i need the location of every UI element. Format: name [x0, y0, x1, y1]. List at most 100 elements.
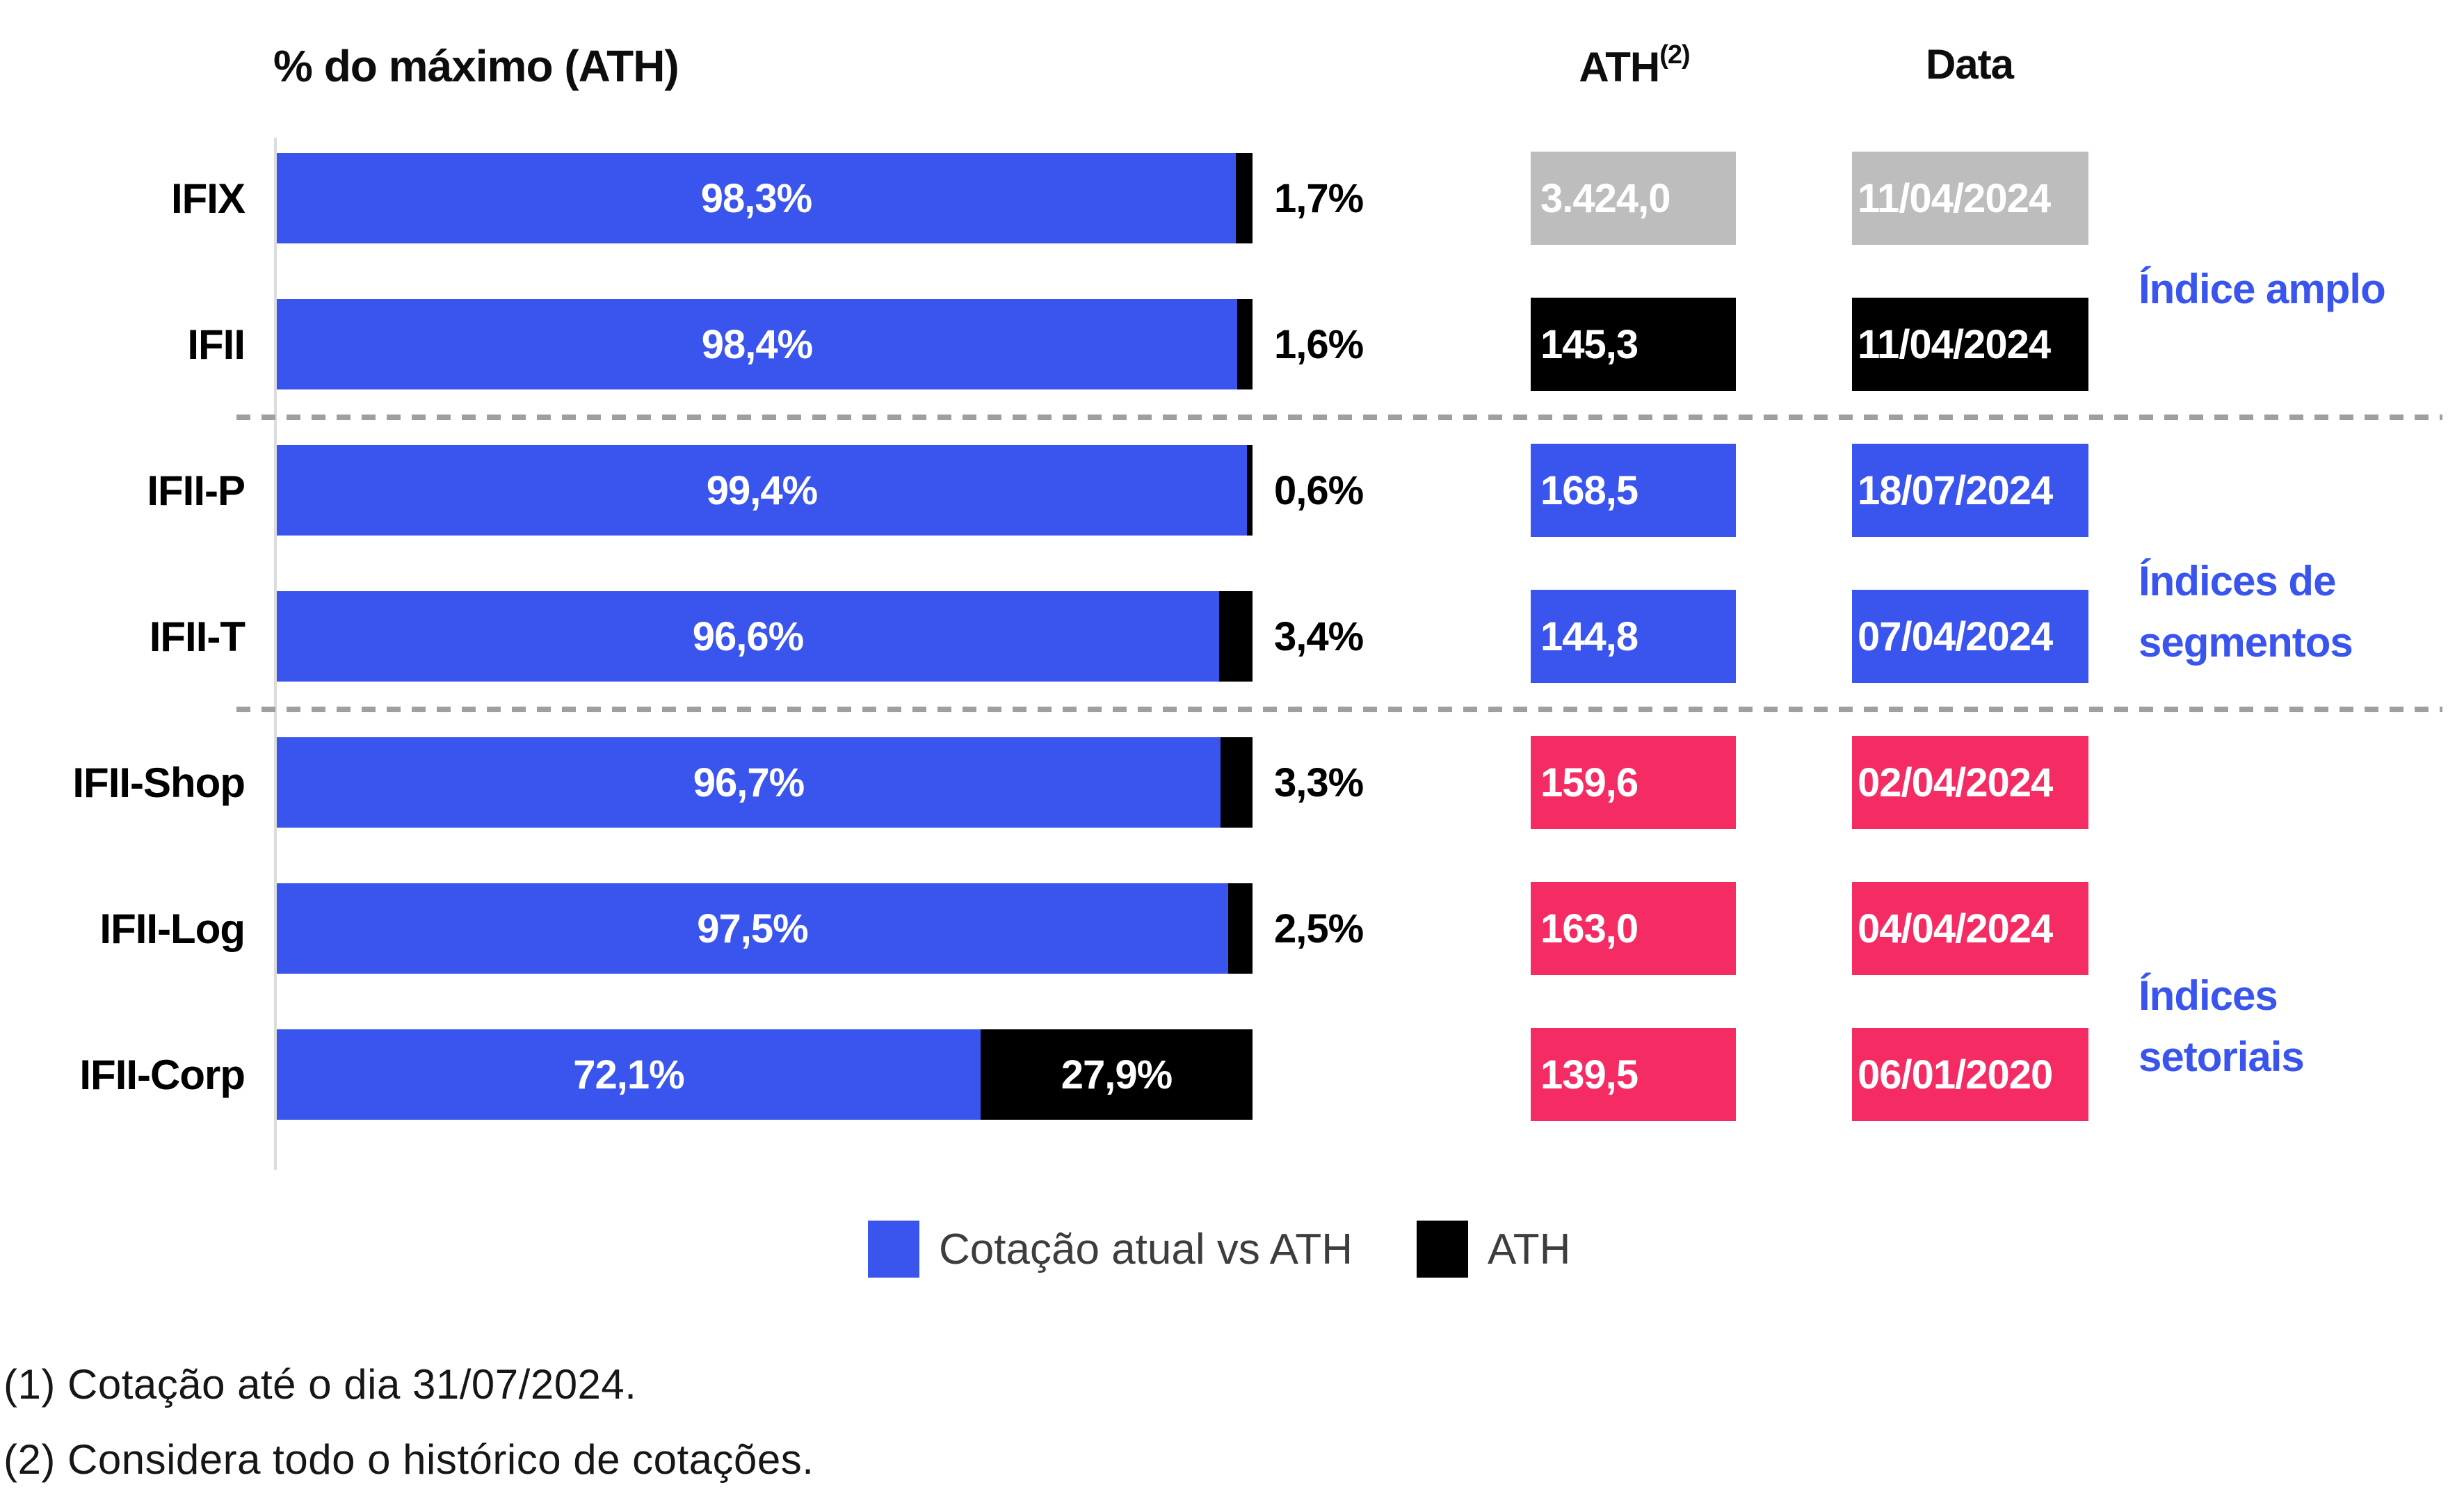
ath-box: 163,0 — [1531, 882, 1736, 975]
bar-current-label: 72,1% — [573, 1052, 684, 1097]
date-box: 02/04/2024 — [1852, 736, 2088, 829]
legend-item-ath: ATH — [1417, 1221, 1570, 1278]
column-header-ath: ATH(2) — [1530, 40, 1739, 91]
bar-current-label: 98,4% — [701, 321, 813, 367]
ath-box-value: 3.424,0 — [1540, 175, 1671, 221]
ath-box-value: 144,8 — [1540, 613, 1638, 659]
ath-box: 145,3 — [1531, 298, 1736, 391]
legend-item-current: Cotação atual vs ATH — [868, 1221, 1353, 1278]
legend-swatch-current — [868, 1221, 919, 1278]
footnote-1: (1) Cotação até o dia 31/07/2024. — [3, 1361, 637, 1408]
ath-box-value: 145,3 — [1540, 321, 1638, 367]
legend: Cotação atual vs ATH ATH — [868, 1221, 1570, 1278]
ath-box: 3.424,0 — [1531, 152, 1736, 245]
bar: 96,7% — [277, 737, 1253, 828]
chart-row: IFIX 98,3% 1,7% 3.424,0 11/04/2024 — [0, 152, 2448, 245]
chart-title: % do máximo (ATH) — [273, 40, 679, 92]
bar-ath-segment: 27,9% — [981, 1029, 1253, 1120]
group-label-line: Índices de — [2139, 558, 2336, 604]
ath-box-value: 168,5 — [1540, 467, 1638, 513]
ath-box: 168,5 — [1531, 444, 1736, 537]
bar-current-segment: 72,1% — [277, 1029, 981, 1120]
date-box-value: 11/04/2024 — [1858, 175, 2051, 221]
footnote-ref-2: (2) — [1659, 40, 1690, 70]
legend-label-current: Cotação atual vs ATH — [939, 1225, 1353, 1273]
date-box: 18/07/2024 — [1852, 444, 2088, 537]
row-label: IFII-P — [147, 467, 245, 514]
bar-rest-label: 2,5% — [1274, 906, 1364, 951]
bar-ath-segment — [1221, 737, 1253, 828]
bar-current-segment: 96,6% — [277, 591, 1219, 682]
bar-current-label: 99,4% — [706, 467, 818, 513]
group-label-indice-amplo: Índice amplo — [2139, 259, 2445, 320]
date-box-value: 02/04/2024 — [1858, 759, 2053, 805]
row-label: IFII-Corp — [79, 1051, 245, 1098]
chart-row: IFII-Shop 96,7% 3,3% 159,6 02/04/2024 — [0, 736, 2448, 829]
date-box: 11/04/2024 — [1852, 152, 2088, 245]
bar-current-label: 96,6% — [692, 613, 804, 659]
ath-box-value: 159,6 — [1540, 759, 1638, 805]
group-label-line: Índices — [2139, 972, 2278, 1019]
date-box-value: 07/04/2024 — [1858, 613, 2053, 659]
chart-title-text: % do máximo (ATH) — [273, 41, 679, 91]
bar-current-segment: 98,4% — [277, 299, 1237, 389]
bar-ath-segment — [1219, 591, 1253, 682]
bar-current-label: 97,5% — [697, 906, 808, 951]
row-label: IFII-Shop — [72, 759, 245, 806]
footnotes: (1) Cotação até o dia 31/07/2024. (2) Co… — [3, 1362, 814, 1512]
bar-rest-label: 0,6% — [1274, 467, 1364, 513]
date-box: 07/04/2024 — [1852, 590, 2088, 683]
chart-row: IFII-T 96,6% 3,4% 144,8 07/04/2024 — [0, 590, 2448, 683]
bar-current-label: 98,3% — [700, 175, 812, 221]
bar-ath-segment — [1247, 445, 1253, 536]
row-label: IFII-T — [149, 613, 245, 660]
bar-rest-label: 3,4% — [1274, 613, 1364, 659]
bar-rest-label: 3,3% — [1274, 759, 1364, 805]
y-axis-line — [274, 138, 277, 1170]
bar: 98,3% — [277, 153, 1253, 243]
column-header-data: Data — [1925, 41, 2014, 88]
ath-box: 159,6 — [1531, 736, 1736, 829]
date-box: 04/04/2024 — [1852, 882, 2088, 975]
chart-row: IFII 98,4% 1,6% 145,3 11/04/2024 — [0, 298, 2448, 391]
chart-row: IFII-Corp 72,1% 27,9% 139,5 06/01/2020 — [0, 1028, 2448, 1121]
column-header-ath-text: ATH — [1579, 44, 1660, 90]
bar-current-segment: 98,3% — [277, 153, 1236, 243]
date-box: 11/04/2024 — [1852, 298, 2088, 391]
date-box-value: 18/07/2024 — [1858, 467, 2053, 513]
legend-label-ath: ATH — [1488, 1225, 1571, 1273]
bar-ath-segment — [1228, 883, 1253, 974]
date-box: 06/01/2020 — [1852, 1028, 2088, 1121]
bar-rest-label: 1,6% — [1274, 321, 1364, 367]
bar-rest-label: 1,7% — [1274, 175, 1364, 221]
group-separator-line — [236, 707, 2442, 712]
date-box-value: 04/04/2024 — [1858, 906, 2053, 951]
group-separator-line — [236, 415, 2442, 420]
date-box-value: 06/01/2020 — [1858, 1052, 2053, 1097]
bar-ath-segment — [1236, 153, 1253, 243]
bar-rest-inside-label: 27,9% — [1061, 1052, 1173, 1097]
bar: 99,4% — [277, 445, 1253, 536]
group-label-line: segmentos — [2139, 619, 2353, 666]
legend-swatch-ath — [1417, 1221, 1469, 1278]
bar-current-segment: 97,5% — [277, 883, 1228, 974]
bar: 98,4% — [277, 299, 1253, 389]
chart-row: IFII-Log 97,5% 2,5% 163,0 04/04/2024 — [0, 882, 2448, 975]
ath-box-value: 163,0 — [1540, 906, 1638, 951]
date-box-value: 11/04/2024 — [1858, 321, 2051, 367]
row-label: IFII — [187, 321, 245, 368]
ath-box: 139,5 — [1531, 1028, 1736, 1121]
group-label-line: Índice amplo — [2139, 266, 2386, 312]
ath-box-value: 139,5 — [1540, 1052, 1638, 1097]
bar-current-label: 96,7% — [693, 759, 805, 805]
group-label-indices-de-segmentos: Índices de segmentos — [2139, 551, 2445, 673]
chart-row: IFII-P 99,4% 0,6% 168,5 18/07/2024 — [0, 444, 2448, 537]
row-label: IFII-Log — [99, 905, 245, 952]
bar: 96,6% — [277, 591, 1253, 682]
bar: 72,1% 27,9% — [277, 1029, 1253, 1120]
row-label: IFIX — [170, 175, 245, 222]
ath-box: 144,8 — [1531, 590, 1736, 683]
bar-current-segment: 99,4% — [277, 445, 1247, 536]
footnote-2: (2) Considera todo o histórico de cotaçõ… — [3, 1436, 814, 1483]
bar-ath-segment — [1237, 299, 1253, 389]
